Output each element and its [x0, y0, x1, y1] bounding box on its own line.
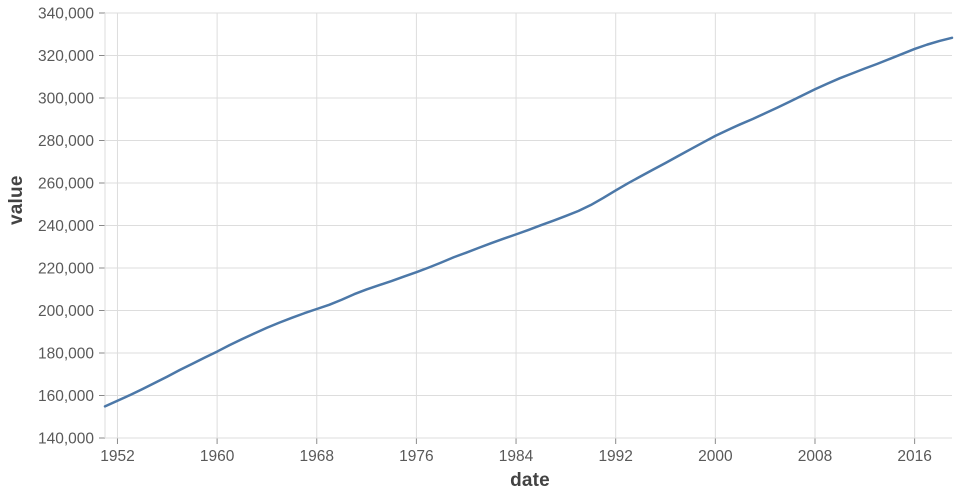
y-tick-label: 220,000 — [38, 261, 94, 278]
y-tick-label: 280,000 — [38, 133, 94, 150]
y-tick-label: 140,000 — [38, 431, 94, 448]
y-tick-label: 320,000 — [38, 48, 94, 65]
x-tick-label: 1976 — [399, 448, 433, 465]
x-tick-label: 1960 — [200, 448, 235, 465]
x-axis-title: date — [510, 470, 550, 491]
data-line-series — [103, 36, 954, 408]
x-tick-label: 1952 — [100, 448, 134, 465]
x-tick-label: 1992 — [598, 448, 632, 465]
y-axis-title: value — [6, 175, 27, 225]
x-tick-label: 1984 — [499, 448, 534, 465]
x-tick-label: 2000 — [698, 448, 733, 465]
y-tick-label: 300,000 — [38, 91, 94, 108]
x-tick-label: 2008 — [798, 448, 832, 465]
y-tick-label: 240,000 — [38, 218, 94, 235]
x-tick-label: 1968 — [300, 448, 334, 465]
y-tick-label: 200,000 — [38, 303, 94, 320]
y-tick-label: 160,000 — [38, 388, 94, 405]
x-tick-label: 2016 — [897, 448, 931, 465]
y-tick-label: 340,000 — [38, 6, 94, 23]
y-tick-label: 180,000 — [38, 346, 94, 363]
y-tick-label: 260,000 — [38, 176, 94, 193]
